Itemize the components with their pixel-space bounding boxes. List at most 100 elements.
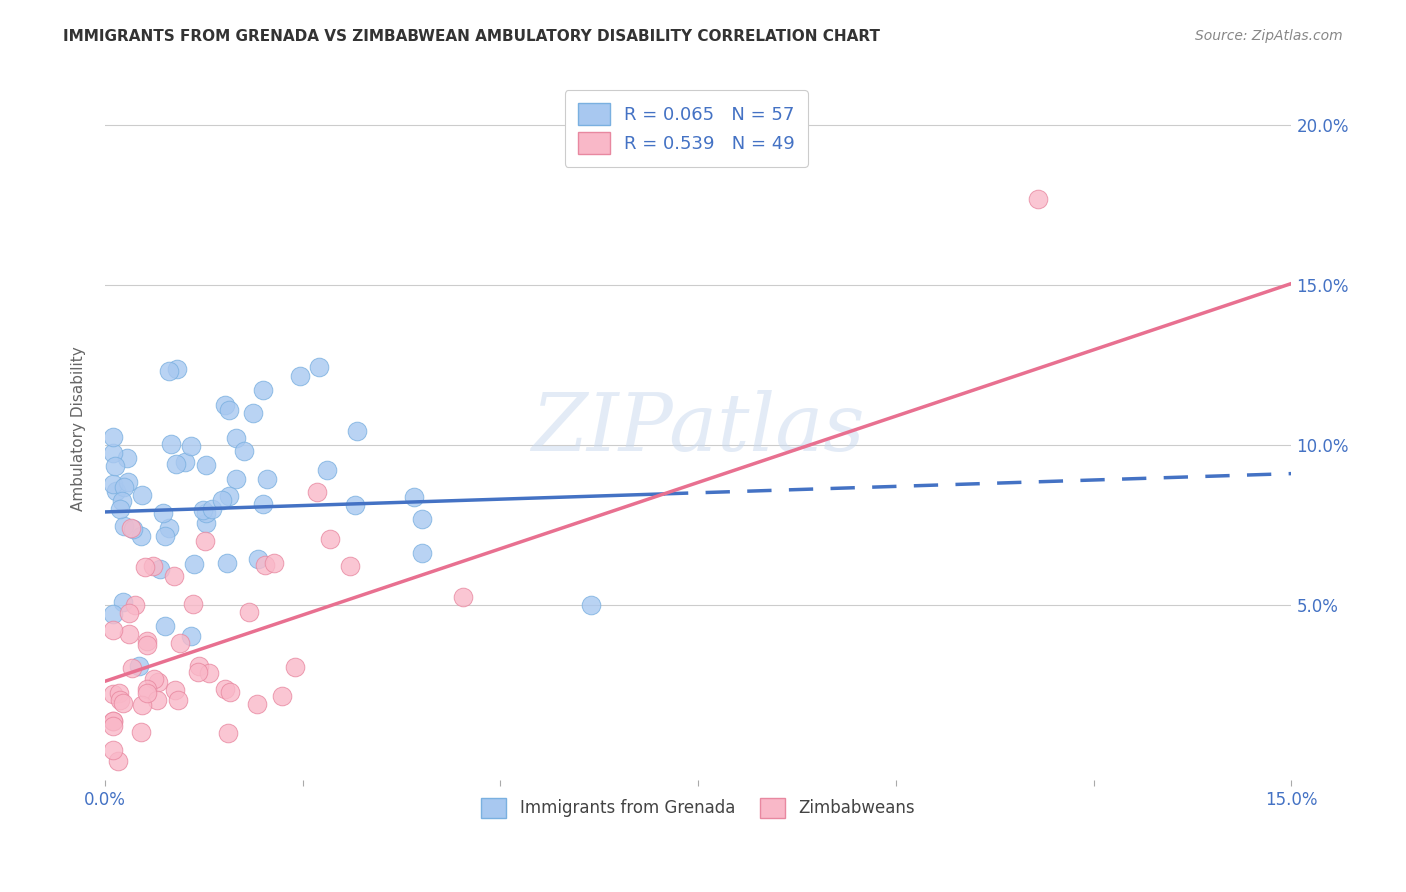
Point — [1028, 192, 1050, 206]
Point — [101, 429, 124, 443]
Point — [411, 512, 433, 526]
Point — [101, 742, 124, 756]
Point — [136, 638, 159, 652]
Point — [343, 498, 366, 512]
Point — [101, 607, 124, 621]
Text: IMMIGRANTS FROM GRENADA VS ZIMBABWEAN AMBULATORY DISABILITY CORRELATION CHART: IMMIGRANTS FROM GRENADA VS ZIMBABWEAN AM… — [63, 29, 880, 44]
Point — [183, 558, 205, 572]
Point — [252, 383, 274, 397]
Point — [290, 369, 312, 384]
Text: Source: ZipAtlas.com: Source: ZipAtlas.com — [1195, 29, 1343, 43]
Point — [146, 674, 169, 689]
Point — [159, 436, 181, 450]
Point — [101, 687, 124, 701]
Point — [110, 693, 132, 707]
Point — [149, 562, 172, 576]
Point — [122, 522, 145, 536]
Point — [143, 672, 166, 686]
Point — [112, 480, 135, 494]
Point — [218, 402, 240, 417]
Point — [124, 598, 146, 612]
Point — [308, 360, 330, 375]
Point — [101, 719, 124, 733]
Point — [211, 493, 233, 508]
Point — [284, 659, 307, 673]
Point — [118, 626, 141, 640]
Point — [252, 498, 274, 512]
Point — [346, 424, 368, 438]
Point — [195, 507, 218, 521]
Point — [307, 485, 329, 500]
Point — [167, 693, 190, 707]
Point — [238, 605, 260, 619]
Point — [225, 431, 247, 445]
Point — [112, 519, 135, 533]
Point — [117, 475, 139, 489]
Point — [218, 490, 240, 504]
Point — [107, 754, 129, 768]
Point — [110, 502, 132, 516]
Point — [217, 557, 239, 571]
Point — [166, 362, 188, 376]
Point — [316, 462, 339, 476]
Point — [187, 665, 209, 679]
Point — [191, 503, 214, 517]
Point — [131, 698, 153, 713]
Point — [163, 682, 186, 697]
Point — [194, 516, 217, 530]
Point — [157, 521, 180, 535]
Point — [104, 484, 127, 499]
Point — [135, 681, 157, 696]
Point — [318, 532, 340, 546]
Point — [111, 595, 134, 609]
Point — [225, 472, 247, 486]
Point — [263, 556, 285, 570]
Point — [217, 726, 239, 740]
Point — [173, 455, 195, 469]
Point — [402, 491, 425, 505]
Point — [214, 681, 236, 696]
Point — [115, 450, 138, 465]
Point — [108, 685, 131, 699]
Point — [129, 725, 152, 739]
Point — [194, 458, 217, 472]
Point — [134, 560, 156, 574]
Point — [411, 546, 433, 560]
Point — [146, 693, 169, 707]
Point — [142, 559, 165, 574]
Point — [201, 502, 224, 516]
Point — [579, 599, 602, 613]
Point — [152, 506, 174, 520]
Point — [136, 634, 159, 648]
Point — [129, 529, 152, 543]
Point — [256, 472, 278, 486]
Point — [165, 457, 187, 471]
Point — [111, 696, 134, 710]
Point — [246, 552, 269, 566]
Point — [194, 534, 217, 549]
Point — [103, 459, 125, 474]
Point — [180, 630, 202, 644]
Point — [101, 476, 124, 491]
Point — [180, 439, 202, 453]
Point — [153, 619, 176, 633]
Point — [121, 661, 143, 675]
Point — [101, 624, 124, 638]
Y-axis label: Ambulatory Disability: Ambulatory Disability — [72, 346, 86, 511]
Point — [118, 606, 141, 620]
Point — [120, 521, 142, 535]
Point — [339, 559, 361, 574]
Point — [219, 684, 242, 698]
Point — [242, 406, 264, 420]
Point — [136, 686, 159, 700]
Point — [451, 590, 474, 604]
Point — [233, 444, 256, 458]
Point — [197, 665, 219, 680]
Point — [157, 363, 180, 377]
Point — [254, 558, 277, 573]
Point — [270, 689, 292, 703]
Point — [153, 529, 176, 543]
Point — [162, 568, 184, 582]
Point — [169, 636, 191, 650]
Point — [187, 658, 209, 673]
